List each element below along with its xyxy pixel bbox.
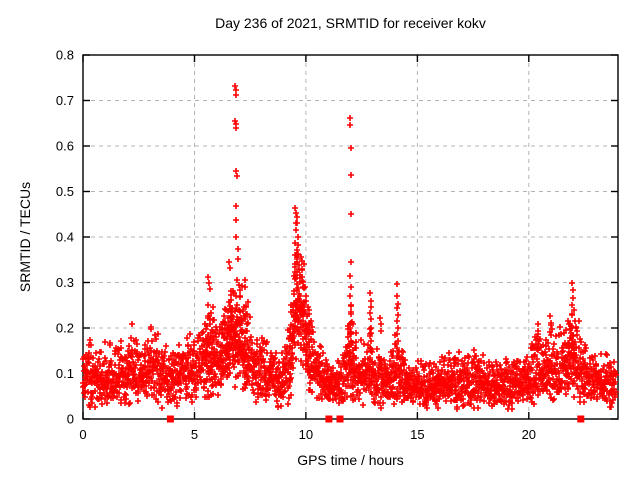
x-tick-label: 15 [410,427,424,442]
y-tick-label: 0.1 [56,366,74,381]
y-tick-label: 0 [67,412,74,427]
y-tick-label: 0.4 [56,230,74,245]
x-tick-label: 0 [79,427,86,442]
chart-title: Day 236 of 2021, SRMTID for receiver kok… [215,15,486,31]
x-tick-label: 10 [299,427,313,442]
y-tick-label: 0.8 [56,48,74,63]
data-points [80,83,619,412]
y-tick-label: 0.6 [56,139,74,154]
x-tick-label: 20 [522,427,536,442]
y-tick-label: 0.2 [56,321,74,336]
tick-labels: 0 5 10 15 20 0 0.1 0.2 0.3 0.4 0.5 0.6 0.7 0.8 [56,48,536,443]
x-tick-label: 5 [191,427,198,442]
x-axis-label: GPS time / hours [297,452,404,468]
y-tick-label: 0.3 [56,275,74,290]
zero-markers [166,415,585,423]
y-tick-label: 0.5 [56,184,74,199]
y-tick-label: 0.7 [56,93,74,108]
